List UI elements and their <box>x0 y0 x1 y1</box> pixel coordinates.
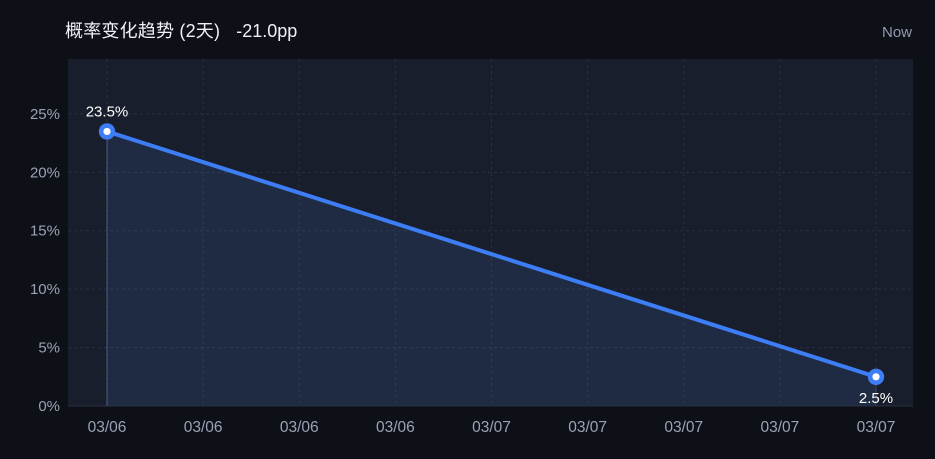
now-label: Now <box>881 24 912 41</box>
y-axis-tick-label: 15% <box>30 223 60 240</box>
x-axis-tick-label: 03/07 <box>472 419 511 436</box>
y-axis-tick-label: 10% <box>30 281 60 298</box>
data-point-center <box>103 127 111 136</box>
y-axis-tick-label: 0% <box>38 398 60 415</box>
x-axis-tick-label: 03/07 <box>857 419 896 436</box>
data-point-center <box>872 373 880 381</box>
plot-area <box>68 59 913 406</box>
series-area <box>107 131 876 406</box>
chart-delta-value: -21.0pp <box>236 21 298 41</box>
y-axis-tick-label: 25% <box>30 106 60 123</box>
x-axis-tick-label: 03/06 <box>184 419 223 436</box>
x-axis-tick-label: 03/06 <box>280 419 319 436</box>
x-axis-tick-label: 03/07 <box>760 419 799 436</box>
x-axis-tick-label: 03/07 <box>664 419 703 436</box>
data-point-label: 2.5% <box>859 390 893 407</box>
data-point-label: 23.5% <box>86 103 129 120</box>
chart-title: 概率变化趋势 (2天) <box>65 21 221 41</box>
chart-header: 概率变化趋势 (2天) -21.0pp Now <box>65 17 912 43</box>
y-axis-tick-label: 20% <box>30 164 60 181</box>
x-axis-tick-label: 03/06 <box>88 419 127 436</box>
x-axis-tick-label: 03/06 <box>376 419 415 436</box>
y-axis-tick-label: 5% <box>38 340 60 357</box>
series-line <box>105 129 878 379</box>
x-axis-tick-label: 03/07 <box>568 419 607 436</box>
